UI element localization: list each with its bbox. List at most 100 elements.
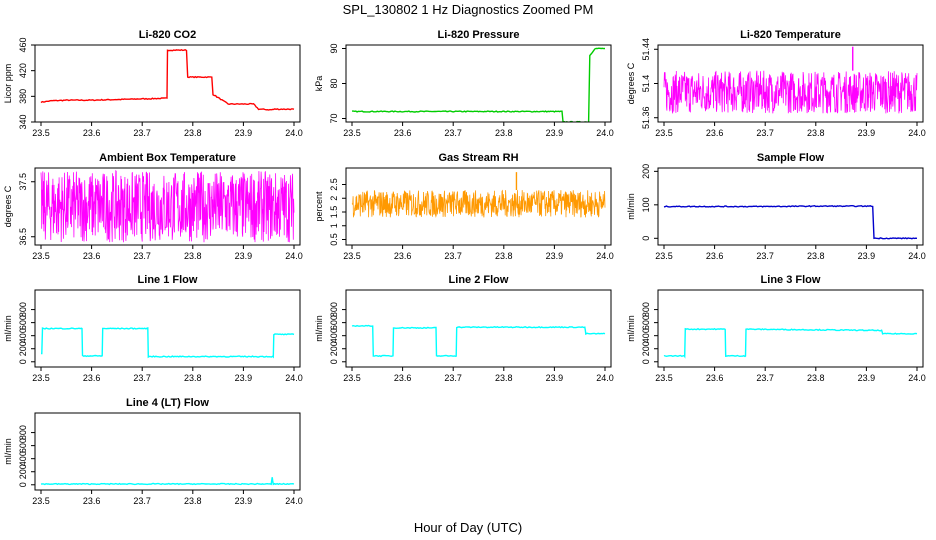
x-tick-label: 23.7 — [444, 251, 462, 261]
y-tick-label: 1.5 — [329, 206, 339, 219]
y-tick-label: 400 — [329, 328, 339, 343]
y-tick-label: 51.4 — [641, 75, 651, 93]
plot-area — [40, 477, 295, 486]
plot-frame — [34, 167, 301, 246]
x-tick-label: 23.5 — [655, 251, 673, 261]
y-tick-label: 600 — [18, 315, 28, 330]
x-tick-label: 23.8 — [184, 496, 202, 506]
x-tick-label: 23.8 — [807, 373, 825, 383]
x-tick-label: 23.6 — [706, 251, 724, 261]
panel-title: Line 3 Flow — [761, 274, 821, 286]
x-tick-label: 23.8 — [807, 251, 825, 261]
y-tick-label: 1 — [329, 223, 339, 228]
y-tick-label: 0 — [18, 359, 28, 364]
x-tick-label: 23.7 — [756, 128, 774, 138]
y-tick-label: 36.5 — [18, 228, 28, 246]
y-tick-label: 420 — [18, 63, 28, 78]
x-tick-label: 24.0 — [908, 128, 926, 138]
x-tick-label: 23.8 — [495, 373, 513, 383]
x-tick-label: 23.9 — [858, 128, 876, 138]
chart-panel-0: Li-820 CO2 Licor ppm 23.5 23.6 23.7 23.8 23.9 2… — [3, 29, 303, 138]
x-tick-label: 23.7 — [756, 251, 774, 261]
x-tick-label: 24.0 — [285, 128, 303, 138]
plot-frame — [345, 44, 612, 123]
y-tick-label: 380 — [18, 89, 28, 104]
x-tick-label: 24.0 — [908, 251, 926, 261]
x-tick-label: 23.6 — [83, 128, 101, 138]
plot-frame — [657, 289, 924, 368]
y-tick-label: 0 — [641, 236, 651, 241]
x-tick-label: 23.5 — [32, 373, 50, 383]
y-tick-label: 400 — [18, 451, 28, 466]
y-tick-label: 200 — [641, 164, 651, 179]
y-tick-label: 2.5 — [329, 178, 339, 191]
x-tick-label: 23.6 — [394, 251, 412, 261]
y-tick-label: 2 — [329, 196, 339, 201]
chart-panel-1: Li-820 Pressure kPa 23.5 23.6 23.7 23.8 23.9 24… — [314, 29, 614, 138]
plot-area — [41, 327, 295, 359]
y-tick-label: 400 — [18, 328, 28, 343]
panel-grid: Li-820 CO2 Licor ppm 23.5 23.6 23.7 23.8 23.9 2… — [3, 29, 926, 506]
x-tick-label: 23.6 — [83, 496, 101, 506]
chart-panel-5: Sample Flow ml/min 23.5 23.6 23.7 23.8 23.9 24.… — [626, 152, 926, 261]
plot-area — [351, 172, 606, 218]
y-axis-label: kPa — [314, 76, 324, 92]
x-tick-label: 24.0 — [285, 251, 303, 261]
panel-title: Line 1 Flow — [138, 274, 198, 286]
y-tick-label: 600 — [641, 315, 651, 330]
series-line — [40, 477, 295, 486]
y-tick-label: 800 — [329, 302, 339, 317]
x-tick-label: 23.6 — [83, 373, 101, 383]
plot-area — [40, 169, 295, 243]
y-axis-label: Licor ppm — [3, 64, 13, 104]
chart-panel-8: Line 3 Flow ml/min 23.5 23.6 23.7 23.8 23.9 24.… — [626, 274, 926, 383]
chart-panel-6: Line 1 Flow ml/min 23.5 23.6 23.7 23.8 23.9 24.… — [3, 274, 303, 383]
plot-area — [663, 327, 918, 359]
series-line — [41, 327, 295, 359]
plot-frame — [34, 289, 301, 368]
x-tick-label: 23.6 — [394, 128, 412, 138]
plot-area — [40, 49, 295, 111]
series-band — [663, 70, 918, 114]
series-line — [351, 324, 606, 358]
plot-frame — [34, 44, 301, 123]
x-tick-label: 23.9 — [546, 373, 564, 383]
panel-title: Ambient Box Temperature — [99, 152, 236, 164]
plot-frame — [657, 167, 924, 246]
x-tick-label: 23.5 — [343, 373, 361, 383]
panel-title: Sample Flow — [757, 152, 825, 164]
panel-title: Line 4 (LT) Flow — [126, 397, 209, 409]
y-tick-label: 460 — [18, 37, 28, 52]
panel-title: Li-820 Temperature — [740, 29, 841, 41]
x-tick-label: 23.9 — [235, 128, 253, 138]
x-tick-label: 23.7 — [133, 373, 151, 383]
plot-area — [663, 46, 918, 114]
x-tick-label: 23.5 — [32, 128, 50, 138]
chart-panel-9: Line 4 (LT) Flow ml/min 23.5 23.6 23.7 23.8 23… — [3, 397, 303, 506]
y-tick-label: 51.44 — [641, 38, 651, 61]
x-tick-label: 23.5 — [343, 128, 361, 138]
y-axis-label: degrees C — [626, 62, 636, 104]
x-tick-label: 23.7 — [133, 251, 151, 261]
x-tick-label: 23.7 — [756, 373, 774, 383]
x-tick-label: 23.7 — [133, 496, 151, 506]
y-tick-label: 600 — [18, 438, 28, 453]
x-tick-label: 23.9 — [546, 251, 564, 261]
y-tick-label: 100 — [641, 197, 651, 212]
y-axis-label: ml/min — [626, 193, 636, 220]
y-tick-label: 80 — [329, 78, 339, 88]
x-tick-label: 23.5 — [343, 251, 361, 261]
x-tick-label: 23.8 — [495, 251, 513, 261]
x-tick-label: 23.9 — [235, 251, 253, 261]
y-axis-label: ml/min — [3, 438, 13, 465]
plot-frame — [345, 289, 612, 368]
x-tick-label: 23.8 — [184, 251, 202, 261]
series-line — [352, 47, 606, 122]
y-tick-label: 0 — [641, 359, 651, 364]
y-tick-label: 200 — [18, 464, 28, 479]
x-tick-label: 23.9 — [235, 496, 253, 506]
y-tick-label: 340 — [18, 114, 28, 129]
chart-panel-2: Li-820 Temperature degrees C 23.5 23.6 23.7 2… — [626, 29, 926, 138]
series-band — [40, 169, 295, 243]
